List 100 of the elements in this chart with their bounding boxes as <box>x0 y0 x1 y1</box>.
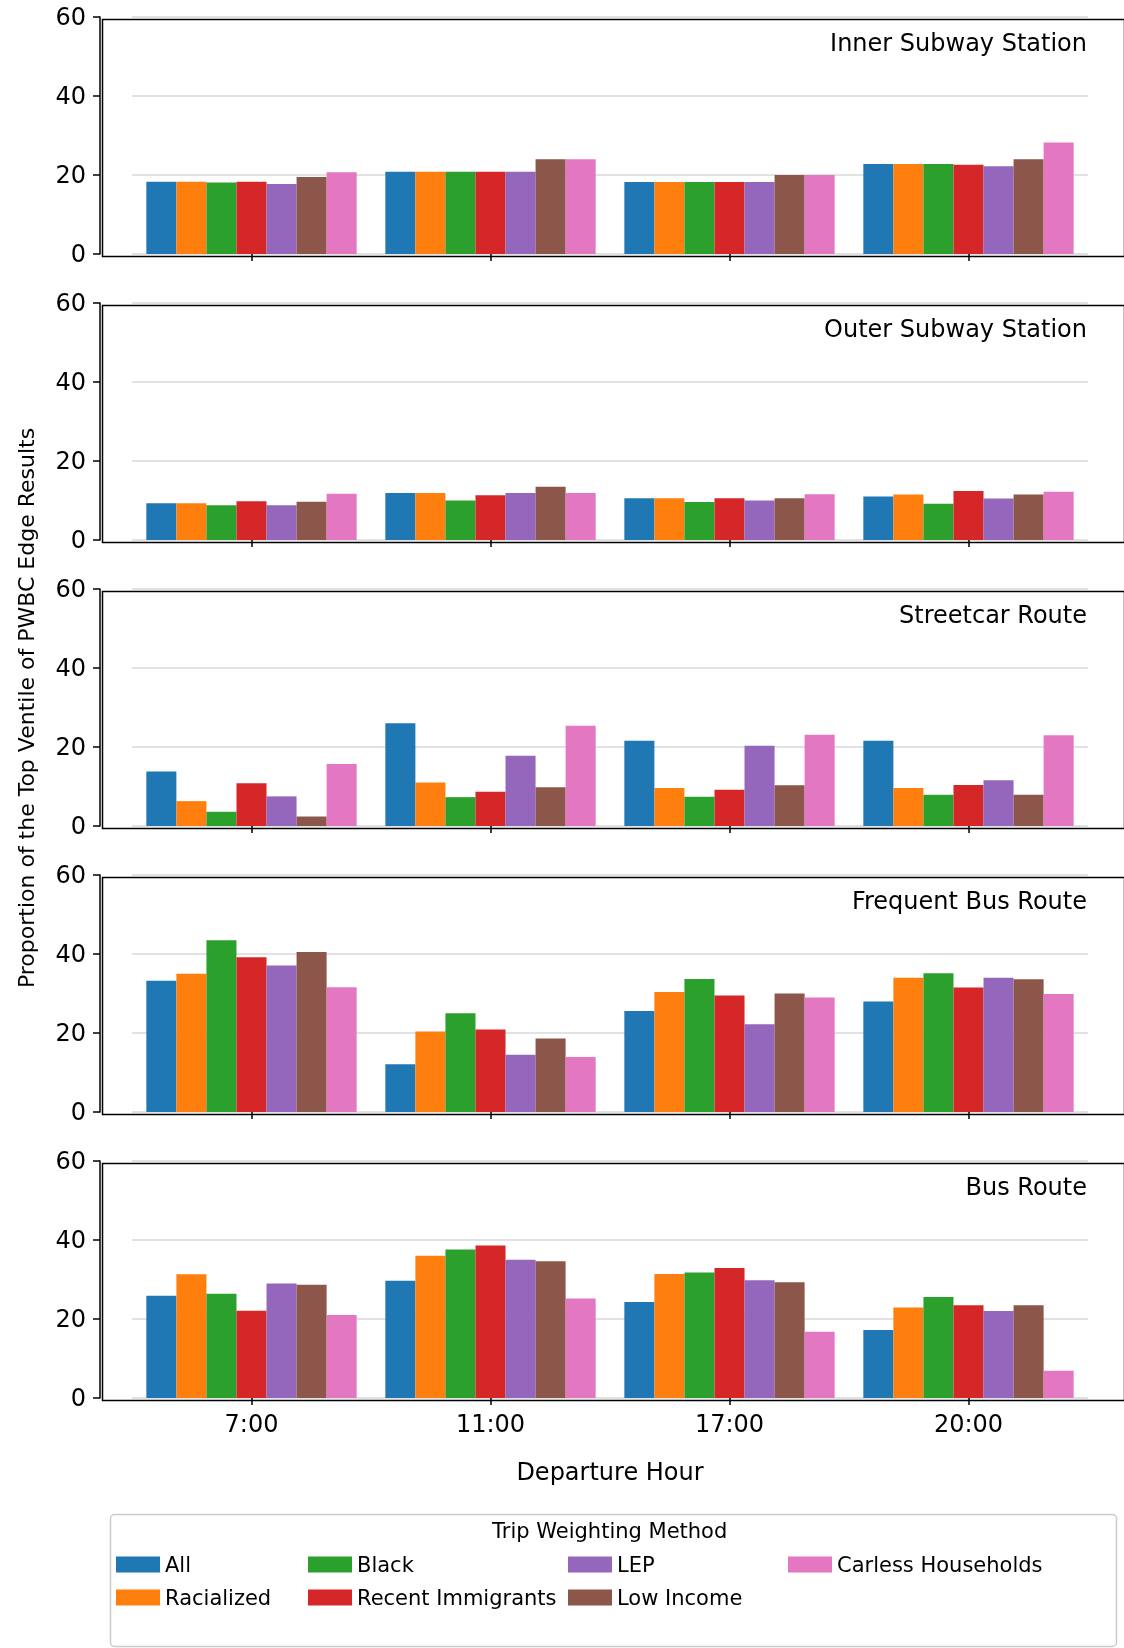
bar <box>714 789 745 826</box>
bar <box>146 980 177 1112</box>
y-tick-label: 40 <box>55 1226 86 1254</box>
bar <box>565 725 596 826</box>
y-tick-label: 20 <box>55 447 86 475</box>
y-tick-label: 0 <box>70 812 86 840</box>
bar <box>1043 491 1074 540</box>
bar <box>1043 993 1074 1112</box>
bar <box>475 171 506 254</box>
bar <box>415 1031 446 1112</box>
bar <box>774 993 805 1112</box>
bar <box>804 997 835 1112</box>
bar <box>714 995 745 1112</box>
bar <box>236 783 267 826</box>
bar <box>804 734 835 826</box>
text: Streetcar Route <box>899 601 1088 629</box>
bar <box>774 175 805 254</box>
bar <box>1043 735 1074 826</box>
bar <box>654 991 685 1112</box>
bar <box>923 794 954 826</box>
y-tick-label: 20 <box>55 1305 86 1333</box>
bar <box>206 940 237 1112</box>
bar <box>863 163 894 254</box>
bar <box>1043 1370 1074 1398</box>
bar <box>146 771 177 826</box>
y-tick-label: 0 <box>70 526 86 554</box>
bar <box>176 181 207 254</box>
bar <box>505 755 536 826</box>
bar <box>893 788 924 826</box>
bar <box>475 495 506 540</box>
bar <box>146 181 177 254</box>
bar <box>296 1284 327 1398</box>
bar <box>624 740 655 826</box>
bar <box>714 182 745 254</box>
bar <box>983 498 1014 540</box>
bar <box>1013 494 1044 540</box>
bar <box>206 1293 237 1398</box>
y-tick-label: 40 <box>55 368 86 396</box>
bar <box>206 505 237 540</box>
bar <box>624 1010 655 1112</box>
bar <box>236 1310 267 1398</box>
bar <box>953 164 984 254</box>
y-tick-label: 40 <box>55 654 86 682</box>
bar <box>505 1054 536 1112</box>
bar <box>774 498 805 540</box>
bar <box>535 486 566 540</box>
bar <box>744 1280 775 1398</box>
bar <box>535 787 566 826</box>
bar <box>953 987 984 1112</box>
bar <box>266 505 297 540</box>
bar <box>953 491 984 540</box>
bar <box>415 171 446 254</box>
bar <box>893 1307 924 1398</box>
bar <box>445 1013 476 1112</box>
text: Outer Subway Station <box>824 315 1088 343</box>
bar <box>535 1261 566 1398</box>
bar <box>863 1001 894 1112</box>
bar <box>176 801 207 826</box>
bar <box>684 796 715 826</box>
y-tick-label: 0 <box>70 240 86 268</box>
bar <box>565 1298 596 1398</box>
x-tick-label: 20:00 <box>933 1410 1004 1438</box>
bar <box>684 1272 715 1398</box>
bar <box>266 965 297 1112</box>
bar <box>445 797 476 826</box>
x-tick-label: 11:00 <box>455 1410 526 1438</box>
y-tick-label: 0 <box>70 1384 86 1412</box>
bar <box>176 1274 207 1398</box>
bar <box>774 785 805 826</box>
bar <box>804 175 835 254</box>
bar <box>565 493 596 540</box>
bar <box>296 952 327 1112</box>
bar <box>475 1245 506 1398</box>
bar <box>445 500 476 540</box>
bar <box>744 745 775 826</box>
bar <box>684 182 715 254</box>
bar <box>744 182 775 254</box>
bar <box>804 494 835 540</box>
bar <box>654 1273 685 1398</box>
legend-label: Black <box>357 1552 415 1577</box>
bar <box>624 182 655 254</box>
bar <box>654 788 685 826</box>
bar <box>475 1029 506 1112</box>
bar <box>385 723 416 826</box>
bar <box>505 171 536 254</box>
legend-title: Trip Weighting Method <box>491 1518 728 1543</box>
bar <box>1043 142 1074 254</box>
bar <box>983 1311 1014 1398</box>
bar <box>385 1280 416 1398</box>
legend-label: LEP <box>617 1552 655 1577</box>
bar <box>624 1302 655 1398</box>
bar <box>236 957 267 1112</box>
bar <box>445 171 476 254</box>
legend-label: Carless Households <box>837 1552 1043 1577</box>
bar <box>415 782 446 826</box>
bar <box>774 1282 805 1398</box>
legend-label: Recent Immigrants <box>357 1585 557 1610</box>
bar <box>146 1295 177 1398</box>
bar <box>923 163 954 254</box>
bar <box>863 740 894 826</box>
